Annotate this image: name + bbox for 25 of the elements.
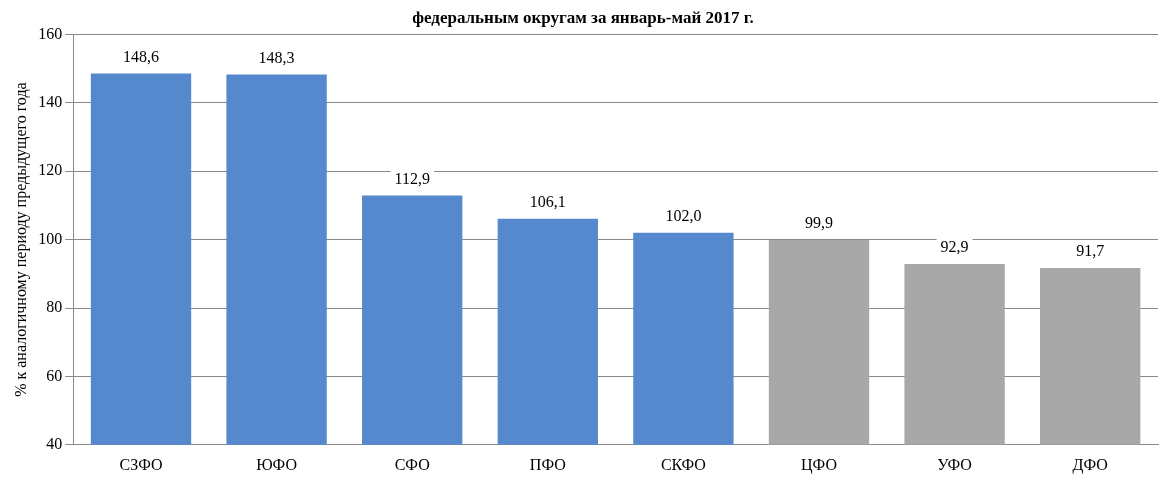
data-label: 99,9 (805, 214, 833, 232)
y-tick-label: 80 (46, 298, 63, 316)
x-tick-label: ЦФО (801, 455, 837, 474)
y-tick-label: 40 (46, 435, 63, 452)
data-label: 91,7 (1076, 242, 1105, 260)
y-tick-label: 120 (38, 161, 63, 179)
data-label: 148,3 (258, 48, 295, 66)
y-axis-title: % к аналогичному периоду предыдущего года (11, 82, 30, 397)
x-tick-label: СЗФО (119, 455, 163, 473)
y-tick-label: 60 (46, 366, 63, 384)
x-tick-label: ЮФО (256, 455, 298, 473)
y-tick-label: 140 (38, 93, 63, 110)
x-tick-label: СКФО (660, 455, 706, 473)
x-tick-label: ДФО (1072, 455, 1108, 474)
data-label: 102,0 (665, 206, 702, 224)
x-tick-label: УФО (937, 455, 972, 473)
data-label: 112,9 (394, 169, 430, 187)
y-tick-label: 160 (38, 24, 63, 42)
data-label: 148,6 (123, 47, 159, 65)
data-label: 92,9 (940, 238, 969, 256)
x-tick-label: ПФО (529, 455, 566, 473)
y-tick-label: 100 (38, 229, 63, 247)
x-tick-label: СФО (394, 455, 430, 473)
chart-title: федеральным округам за январь-май 2017 г. (412, 7, 754, 27)
data-label: 106,1 (529, 192, 566, 210)
